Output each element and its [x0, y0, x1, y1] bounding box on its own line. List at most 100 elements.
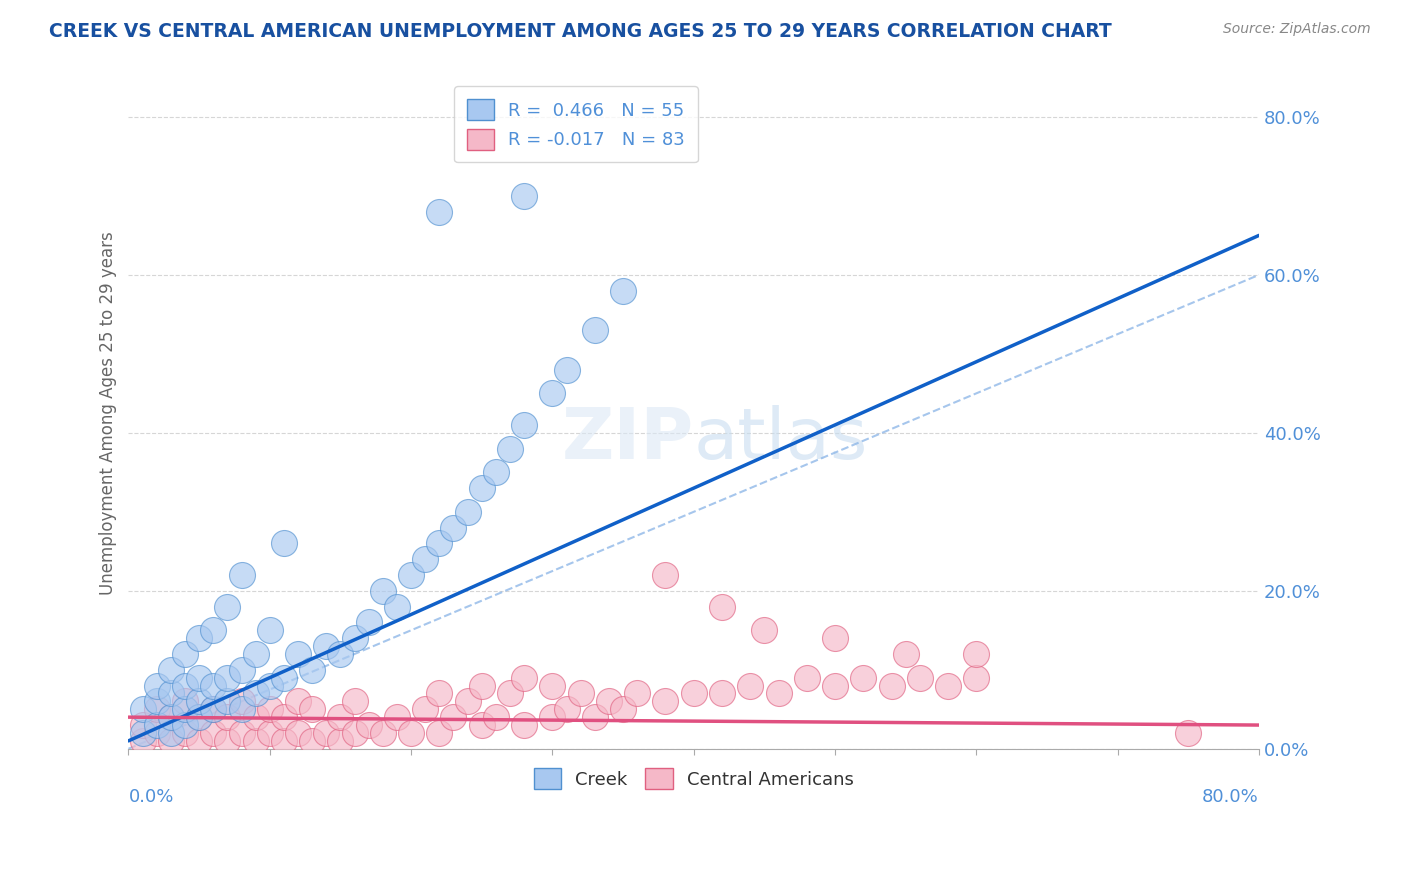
- Point: [245, 710, 267, 724]
- Point: [174, 694, 197, 708]
- Point: [131, 734, 153, 748]
- Point: [287, 765, 309, 780]
- Point: [329, 647, 352, 661]
- Point: [160, 663, 183, 677]
- Point: [217, 671, 239, 685]
- Point: [796, 671, 818, 685]
- Point: [343, 631, 366, 645]
- Point: [541, 710, 564, 724]
- Point: [443, 710, 465, 724]
- Point: [583, 323, 606, 337]
- Point: [273, 671, 295, 685]
- Point: [131, 702, 153, 716]
- Point: [385, 710, 408, 724]
- Point: [357, 718, 380, 732]
- Point: [273, 710, 295, 724]
- Point: [471, 765, 494, 780]
- Point: [427, 726, 450, 740]
- Point: [555, 362, 578, 376]
- Point: [626, 686, 648, 700]
- Point: [160, 710, 183, 724]
- Point: [541, 386, 564, 401]
- Point: [160, 726, 183, 740]
- Point: [357, 615, 380, 630]
- Point: [188, 694, 211, 708]
- Point: [174, 702, 197, 716]
- Point: [245, 647, 267, 661]
- Point: [583, 710, 606, 724]
- Point: [202, 702, 225, 716]
- Point: [824, 631, 846, 645]
- Point: [427, 204, 450, 219]
- Point: [202, 702, 225, 716]
- Point: [1177, 726, 1199, 740]
- Point: [710, 686, 733, 700]
- Point: [541, 679, 564, 693]
- Point: [399, 726, 422, 740]
- Point: [824, 679, 846, 693]
- Point: [202, 624, 225, 638]
- Point: [160, 686, 183, 700]
- Point: [471, 481, 494, 495]
- Point: [612, 702, 634, 716]
- Legend: Creek, Central Americans: Creek, Central Americans: [523, 757, 865, 800]
- Point: [399, 568, 422, 582]
- Point: [343, 726, 366, 740]
- Point: [485, 466, 508, 480]
- Point: [371, 773, 394, 788]
- Point: [259, 679, 281, 693]
- Point: [174, 647, 197, 661]
- Point: [231, 726, 253, 740]
- Point: [145, 694, 167, 708]
- Point: [612, 284, 634, 298]
- Text: ZIP: ZIP: [561, 406, 693, 475]
- Point: [131, 718, 153, 732]
- Point: [160, 734, 183, 748]
- Point: [371, 583, 394, 598]
- Point: [598, 694, 620, 708]
- Text: Source: ZipAtlas.com: Source: ZipAtlas.com: [1223, 22, 1371, 37]
- Point: [513, 189, 536, 203]
- Point: [188, 671, 211, 685]
- Text: atlas: atlas: [693, 406, 868, 475]
- Point: [202, 726, 225, 740]
- Text: 80.0%: 80.0%: [1202, 788, 1258, 805]
- Point: [965, 647, 987, 661]
- Point: [287, 647, 309, 661]
- Point: [654, 694, 676, 708]
- Point: [188, 765, 211, 780]
- Point: [569, 686, 592, 700]
- Point: [471, 718, 494, 732]
- Point: [217, 710, 239, 724]
- Point: [231, 568, 253, 582]
- Point: [145, 702, 167, 716]
- Point: [259, 702, 281, 716]
- Point: [188, 710, 211, 724]
- Point: [174, 726, 197, 740]
- Point: [768, 686, 790, 700]
- Text: CREEK VS CENTRAL AMERICAN UNEMPLOYMENT AMONG AGES 25 TO 29 YEARS CORRELATION CHA: CREEK VS CENTRAL AMERICAN UNEMPLOYMENT A…: [49, 22, 1112, 41]
- Point: [131, 726, 153, 740]
- Point: [329, 734, 352, 748]
- Point: [160, 773, 183, 788]
- Point: [259, 624, 281, 638]
- Point: [457, 505, 479, 519]
- Point: [287, 726, 309, 740]
- Point: [273, 536, 295, 550]
- Point: [471, 679, 494, 693]
- Point: [555, 702, 578, 716]
- Point: [499, 442, 522, 456]
- Point: [427, 773, 450, 788]
- Point: [259, 773, 281, 788]
- Point: [908, 671, 931, 685]
- Point: [174, 679, 197, 693]
- Point: [880, 679, 903, 693]
- Point: [399, 765, 422, 780]
- Point: [188, 734, 211, 748]
- Point: [245, 734, 267, 748]
- Point: [145, 726, 167, 740]
- Point: [217, 734, 239, 748]
- Point: [259, 726, 281, 740]
- Point: [499, 686, 522, 700]
- Point: [413, 702, 436, 716]
